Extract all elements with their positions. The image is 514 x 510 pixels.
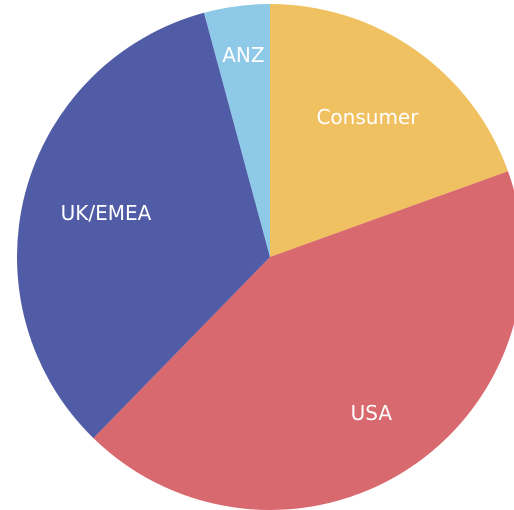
pie-slice xyxy=(204,4,270,257)
pie-slice xyxy=(270,4,509,257)
pie-slice xyxy=(16,12,270,439)
slice-label: Consumer xyxy=(316,105,419,129)
slice-label: UK/EMEA xyxy=(61,201,152,225)
pie-slice xyxy=(93,171,514,510)
slice-label: USA xyxy=(351,401,393,425)
slice-label: ANZ xyxy=(222,43,264,67)
